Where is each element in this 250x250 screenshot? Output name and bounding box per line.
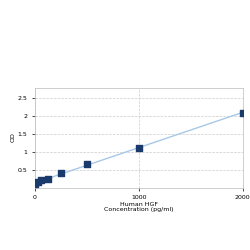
Point: [240, 110, 244, 114]
Point: [85, 162, 89, 166]
Point: [33, 182, 37, 186]
Point: [46, 176, 50, 180]
X-axis label: Human HGF
Concentration (pg/ml): Human HGF Concentration (pg/ml): [104, 202, 174, 212]
Y-axis label: OD: OD: [11, 132, 16, 142]
Point: [137, 146, 141, 150]
Point: [40, 178, 44, 182]
Point: [59, 171, 63, 175]
Point: [36, 180, 40, 184]
